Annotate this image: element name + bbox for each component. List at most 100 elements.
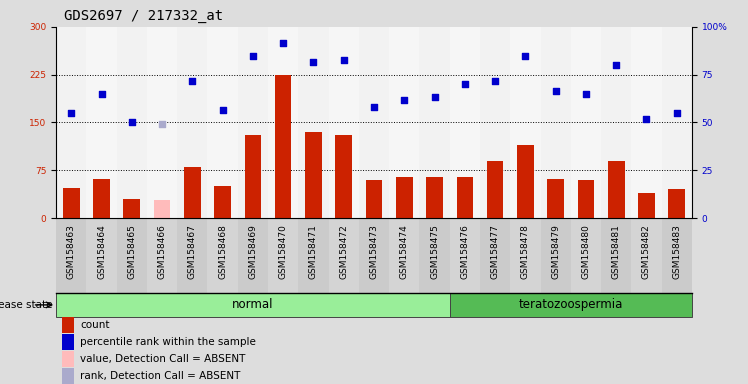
Point: [307, 59, 319, 65]
Text: GSM158483: GSM158483: [672, 224, 681, 279]
Text: GSM158481: GSM158481: [612, 224, 621, 279]
Text: GSM158470: GSM158470: [279, 224, 288, 279]
Text: teratozoospermia: teratozoospermia: [518, 298, 623, 311]
Text: GSM158469: GSM158469: [248, 224, 257, 279]
Bar: [456, 177, 473, 218]
Text: GSM158463: GSM158463: [67, 224, 76, 279]
Point: [489, 78, 501, 84]
Text: percentile rank within the sample: percentile rank within the sample: [80, 337, 256, 347]
Text: rank, Detection Call = ABSENT: rank, Detection Call = ABSENT: [80, 371, 241, 381]
Bar: [147, 27, 177, 218]
Bar: [420, 218, 450, 293]
Bar: [86, 27, 117, 218]
Text: normal: normal: [232, 298, 274, 311]
Bar: [56, 218, 86, 293]
Bar: [177, 218, 207, 293]
Bar: [305, 132, 322, 218]
Bar: [389, 218, 420, 293]
Bar: [335, 135, 352, 218]
Point: [610, 62, 622, 68]
Bar: [571, 27, 601, 218]
Text: GSM158478: GSM158478: [521, 224, 530, 279]
Bar: [298, 218, 328, 293]
Bar: [62, 317, 74, 333]
Bar: [669, 189, 685, 218]
Bar: [601, 218, 631, 293]
Bar: [245, 135, 261, 218]
Bar: [62, 334, 74, 350]
Text: value, Detection Call = ABSENT: value, Detection Call = ABSENT: [80, 354, 245, 364]
Bar: [177, 27, 207, 218]
Point: [368, 104, 380, 110]
Text: GSM158465: GSM158465: [127, 224, 136, 279]
Text: GSM158471: GSM158471: [309, 224, 318, 279]
Bar: [450, 27, 480, 218]
Bar: [510, 218, 541, 293]
Text: GSM158472: GSM158472: [340, 224, 349, 279]
Bar: [638, 193, 654, 218]
Bar: [631, 218, 662, 293]
Bar: [541, 27, 571, 218]
Bar: [268, 218, 298, 293]
Bar: [275, 74, 292, 218]
Bar: [328, 27, 359, 218]
Text: GSM158482: GSM158482: [642, 224, 651, 279]
Bar: [214, 186, 231, 218]
Bar: [63, 187, 79, 218]
Point: [278, 40, 289, 46]
Bar: [631, 27, 662, 218]
Bar: [328, 218, 359, 293]
Bar: [268, 27, 298, 218]
Bar: [608, 161, 625, 218]
Text: GSM158474: GSM158474: [399, 224, 408, 279]
Point: [186, 78, 198, 84]
Point: [398, 97, 410, 103]
Bar: [571, 218, 601, 293]
Point: [338, 57, 350, 63]
Bar: [480, 27, 510, 218]
Bar: [147, 218, 177, 293]
Bar: [86, 218, 117, 293]
Bar: [396, 177, 413, 218]
Bar: [450, 218, 480, 293]
Point: [550, 88, 562, 94]
Bar: [56, 293, 450, 317]
Point: [247, 53, 259, 59]
Text: GDS2697 / 217332_at: GDS2697 / 217332_at: [64, 9, 223, 23]
Point: [96, 91, 108, 97]
Bar: [238, 218, 268, 293]
Bar: [662, 27, 692, 218]
Point: [126, 119, 138, 126]
Bar: [389, 27, 420, 218]
Bar: [123, 199, 140, 218]
Point: [156, 121, 168, 127]
Point: [459, 81, 470, 87]
Bar: [207, 27, 238, 218]
Text: GSM158480: GSM158480: [581, 224, 590, 279]
Text: GSM158476: GSM158476: [460, 224, 469, 279]
Bar: [577, 180, 594, 218]
Bar: [117, 27, 147, 218]
Bar: [548, 179, 564, 218]
Bar: [298, 27, 328, 218]
Point: [65, 110, 77, 116]
Bar: [62, 351, 74, 367]
Bar: [62, 367, 74, 384]
Bar: [154, 200, 171, 218]
Text: disease state: disease state: [0, 300, 52, 310]
Bar: [56, 27, 86, 218]
Text: GSM158464: GSM158464: [97, 224, 106, 279]
Text: GSM158466: GSM158466: [158, 224, 167, 279]
Text: GSM158479: GSM158479: [551, 224, 560, 279]
Point: [519, 53, 531, 59]
Bar: [662, 218, 692, 293]
Bar: [510, 27, 541, 218]
Point: [640, 116, 652, 122]
Text: GSM158467: GSM158467: [188, 224, 197, 279]
Bar: [426, 177, 443, 218]
Bar: [359, 27, 389, 218]
Bar: [601, 27, 631, 218]
Bar: [420, 27, 450, 218]
Point: [217, 107, 229, 113]
Text: GSM158468: GSM158468: [218, 224, 227, 279]
